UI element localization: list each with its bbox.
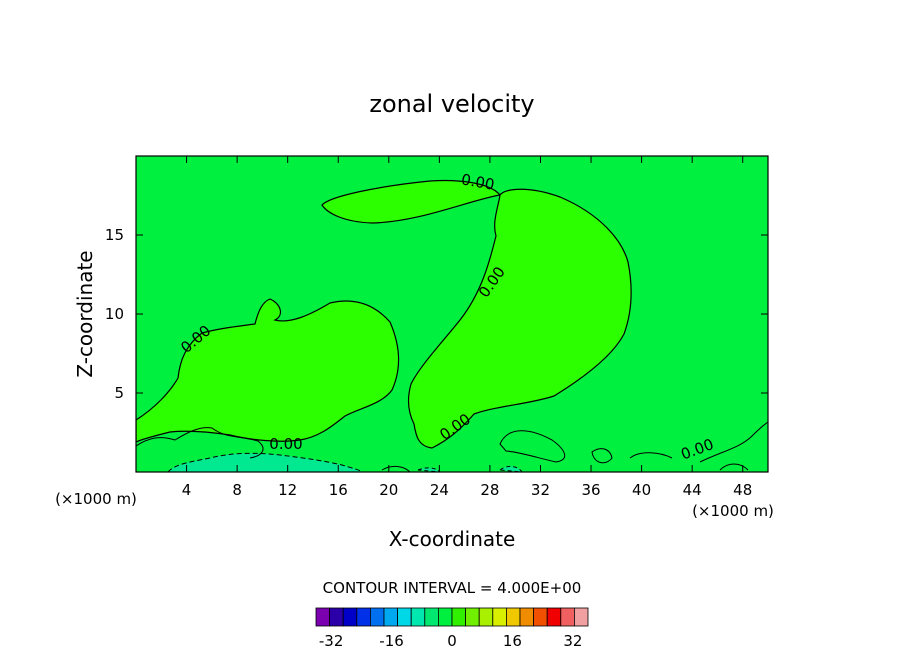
- bottom-right-contours: [381, 421, 768, 472]
- plot-area: [136, 156, 768, 472]
- y-axis: 5 10 15: [105, 226, 768, 402]
- colorbar-cell: [519, 607, 535, 627]
- contour-label: 0.00: [460, 170, 496, 194]
- colorbar-tick-label: -16: [379, 632, 404, 650]
- y-axis-label: Z-coordinate: [73, 250, 97, 377]
- colorbar-cell: [383, 607, 399, 627]
- x-tick-label: 4: [182, 481, 192, 499]
- colorbar-cell: [397, 607, 412, 627]
- colorbar-cell: [560, 607, 575, 627]
- colorbar-cell: [465, 607, 480, 627]
- colorbar-cell: [329, 607, 344, 627]
- x-tick-label: 28: [480, 481, 499, 499]
- colorbar: -32 -16 0 16 32: [315, 607, 589, 650]
- x-tick-label: 40: [632, 481, 651, 499]
- x-tick-label: 8: [232, 481, 242, 499]
- y-tick-label: 15: [105, 226, 124, 244]
- y-tick-label: 10: [105, 305, 124, 323]
- colorbar-cell: [574, 607, 589, 627]
- x-unit-left: (×1000 m): [55, 490, 137, 508]
- contour-label: 0.00: [269, 435, 302, 453]
- colorbar-cell: [492, 607, 507, 627]
- x-axis: 4 8 12 16 20 24 28 32 36 40 44 48: [182, 156, 752, 499]
- colorbar-cell: [533, 607, 548, 627]
- upper-right-positive-region: [321, 179, 632, 449]
- x-tick-label: 20: [379, 481, 398, 499]
- near-surface-negative-region: [167, 452, 363, 472]
- x-tick-label: 44: [683, 481, 702, 499]
- x-unit-right: (×1000 m): [692, 502, 774, 520]
- x-axis-label: X-coordinate: [389, 527, 516, 551]
- left-positive-region: [136, 298, 400, 443]
- colorbar-cell: [356, 607, 371, 627]
- colorbar-tick-label: 0: [447, 632, 457, 650]
- colorbar-cell: [505, 607, 521, 627]
- y-tick-label: 5: [114, 384, 124, 402]
- colorbar-cell: [342, 607, 358, 627]
- x-tick-label: 24: [430, 481, 449, 499]
- colorbar-cell: [424, 607, 439, 627]
- colorbar-cell: [437, 607, 453, 627]
- colorbar-cell: [369, 607, 385, 627]
- x-tick-label: 48: [733, 481, 752, 499]
- contour-interval-text: CONTOUR INTERVAL = 4.000E+00: [323, 579, 582, 597]
- colorbar-cell: [410, 607, 426, 627]
- x-tick-label: 32: [531, 481, 550, 499]
- x-tick-label: 36: [581, 481, 600, 499]
- x-tick-label: 16: [329, 481, 348, 499]
- lower-left-contour: [136, 427, 264, 459]
- colorbar-tick-label: 32: [563, 632, 582, 650]
- colorbar-cell: [315, 607, 331, 627]
- colorbar-tick-label: 16: [503, 632, 522, 650]
- colorbar-cell: [546, 607, 562, 627]
- x-tick-label: 12: [278, 481, 297, 499]
- colorbar-tick-label: -32: [319, 632, 344, 650]
- chart-title: zonal velocity: [369, 90, 534, 118]
- colorbar-cell: [451, 607, 467, 627]
- colorbar-cell: [478, 607, 494, 627]
